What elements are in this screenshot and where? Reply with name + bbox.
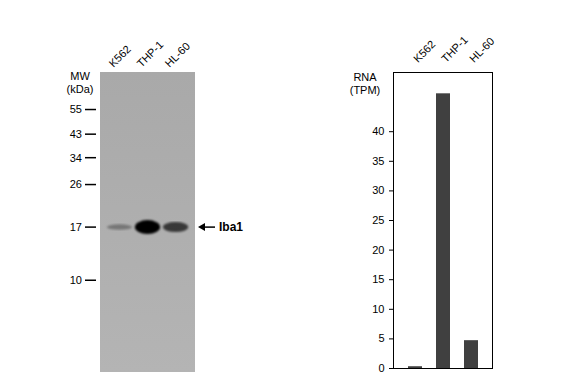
svg-text:Iba1: Iba1 — [219, 220, 243, 234]
svg-text:40: 40 — [372, 125, 384, 137]
svg-text:HL-60: HL-60 — [467, 35, 497, 65]
svg-text:K562: K562 — [411, 38, 438, 65]
svg-text:17: 17 — [70, 221, 82, 233]
svg-text:K562: K562 — [106, 43, 133, 70]
svg-text:55: 55 — [70, 103, 82, 115]
svg-text:5: 5 — [378, 332, 384, 344]
svg-text:MW: MW — [70, 70, 90, 82]
svg-text:30: 30 — [372, 184, 384, 196]
svg-text:0: 0 — [378, 362, 384, 374]
svg-text:THP-1: THP-1 — [439, 34, 470, 65]
html-text:RNA: RNA — [353, 71, 377, 83]
svg-text:43: 43 — [70, 128, 82, 140]
svg-text:THP-1: THP-1 — [134, 38, 165, 69]
svg-text:15: 15 — [372, 273, 384, 285]
html-text:(TPM): (TPM) — [349, 84, 381, 96]
svg-text:10: 10 — [70, 274, 82, 286]
svg-text:(kDa): (kDa) — [67, 83, 94, 95]
svg-text:26: 26 — [70, 178, 82, 190]
svg-text:HL-60: HL-60 — [162, 40, 192, 70]
svg-text:20: 20 — [372, 244, 384, 256]
svg-text:34: 34 — [70, 152, 82, 164]
svg-text:25: 25 — [372, 214, 384, 226]
svg-text:10: 10 — [372, 303, 384, 315]
svg-text:35: 35 — [372, 155, 384, 167]
